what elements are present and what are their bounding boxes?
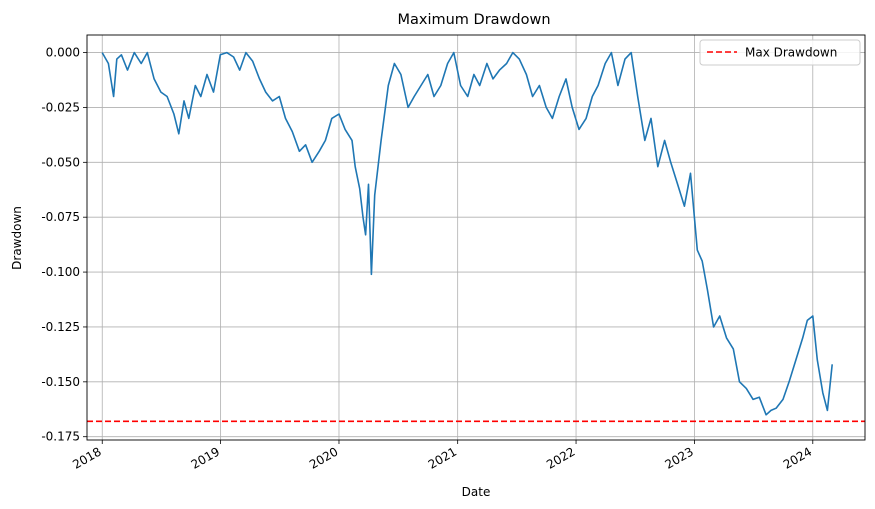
y-tick-label: -0.150 [41, 375, 80, 389]
chart-title: Maximum Drawdown [397, 12, 550, 28]
legend-box [699, 39, 861, 66]
legend: Max Drawdown [699, 39, 861, 66]
y-tick-label: 0.000 [46, 46, 80, 60]
y-tick-label: -0.100 [41, 265, 80, 279]
y-axis-ticks: 0.000 -0.025 -0.050 -0.075 -0.100 -0.125 -0.15… [41, 46, 87, 444]
plot-frame [86, 34, 866, 441]
y-tick-label: -0.175 [41, 430, 80, 444]
x-axis-label: Date [462, 485, 491, 499]
y-tick-label: -0.075 [41, 210, 80, 224]
legend-max-drawdown-label: Max Drawdown [745, 46, 837, 60]
y-tick-label: -0.025 [41, 100, 80, 114]
x-gridlines [101, 35, 814, 440]
y-gridlines [87, 52, 865, 438]
y-tick-label: -0.125 [41, 320, 80, 334]
series-layer [101, 51, 833, 416]
y-tick-label: -0.050 [41, 155, 80, 169]
y-axis-label: Drawdown [10, 206, 24, 270]
drawdown-series-line [101, 51, 833, 416]
